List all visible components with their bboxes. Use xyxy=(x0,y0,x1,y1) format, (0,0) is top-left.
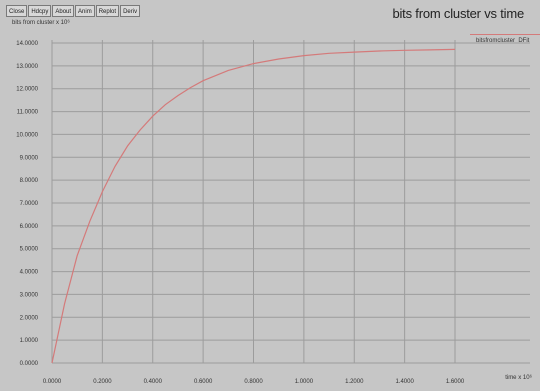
hardcopy-button[interactable]: Hdcpy xyxy=(28,5,52,17)
replot-button[interactable]: Replot xyxy=(95,5,120,17)
y-tick-label: 0.0000 xyxy=(20,361,39,367)
y-tick-label: 12.0000 xyxy=(16,87,38,93)
y-tick-label: 9.0000 xyxy=(20,155,39,161)
x-tick-label: 1.6000 xyxy=(446,379,465,385)
x-axis-label: time x 10⁶ xyxy=(505,375,532,381)
y-tick-label: 3.0000 xyxy=(20,292,39,298)
x-tick-label: 1.4000 xyxy=(395,379,414,385)
x-tick-label: 0.8000 xyxy=(244,379,263,385)
animate-button[interactable]: Anim xyxy=(75,5,95,17)
toolbar: Close Hdcpy About Anim Replot Deriv xyxy=(6,5,141,17)
x-tick-label: 0.2000 xyxy=(93,379,112,385)
x-tick-label: 0.4000 xyxy=(144,379,163,385)
y-tick-label: 2.0000 xyxy=(20,315,39,321)
y-tick-label: 5.0000 xyxy=(20,247,39,253)
close-button[interactable]: Close xyxy=(6,5,28,17)
derivative-button[interactable]: Deriv xyxy=(120,5,141,17)
y-tick-label: 8.0000 xyxy=(20,178,39,184)
about-button[interactable]: About xyxy=(52,5,75,17)
y-tick-label: 10.0000 xyxy=(16,132,38,138)
x-tick-label: 1.0000 xyxy=(295,379,314,385)
x-tick-label: 0.0000 xyxy=(43,379,62,385)
y-tick-label: 6.0000 xyxy=(20,224,39,230)
y-tick-label: 13.0000 xyxy=(16,64,38,70)
y-tick-label: 7.0000 xyxy=(20,201,39,207)
y-tick-label: 14.0000 xyxy=(16,41,38,47)
series-line xyxy=(51,48,456,364)
legend-label: bitsfromcluster_DFit xyxy=(476,38,530,44)
x-tick-label: 1.2000 xyxy=(345,379,364,385)
y-tick-label: 4.0000 xyxy=(20,270,39,276)
y-tick-label: 1.0000 xyxy=(20,338,39,344)
y-tick-label: 11.0000 xyxy=(17,110,39,116)
legend-swatch xyxy=(470,34,540,35)
y-axis-label: bits from cluster x 10⁶ xyxy=(12,20,70,26)
chart-title: bits from cluster vs time xyxy=(392,6,524,21)
x-tick-label: 0.6000 xyxy=(194,379,213,385)
